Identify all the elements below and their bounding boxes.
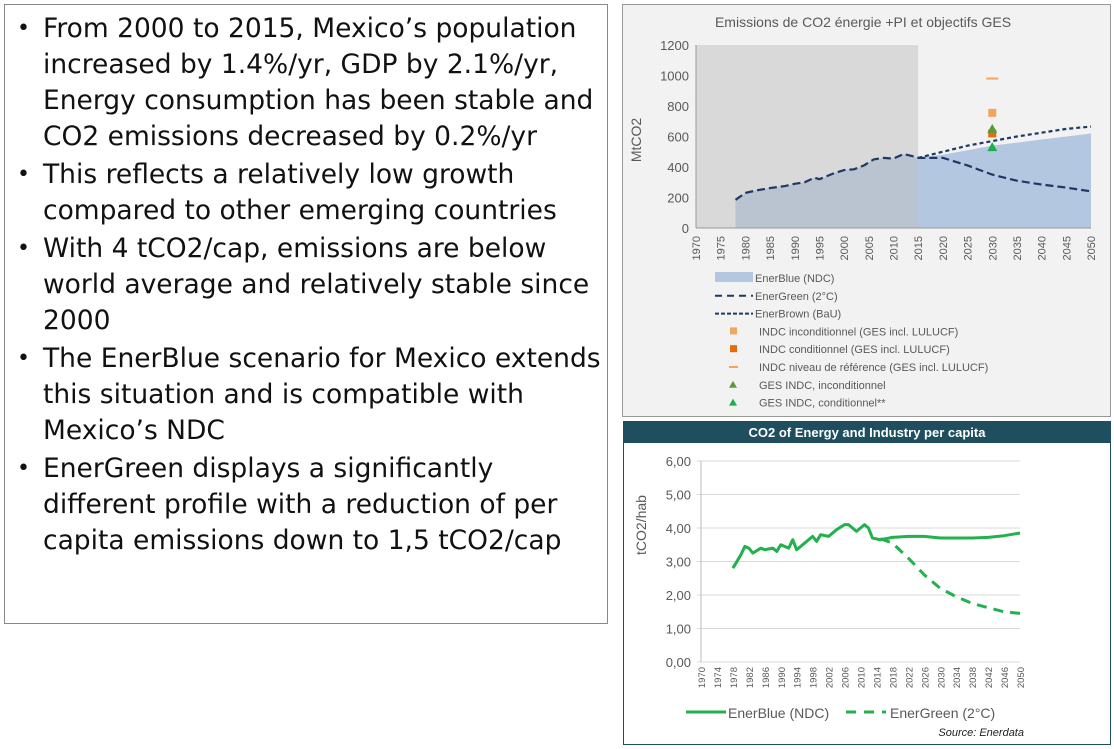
- x-tick-label: 2030: [987, 236, 999, 260]
- x-tick-label: 2005: [864, 236, 876, 260]
- y-tick-label: 0,00: [666, 655, 691, 670]
- indc-point-square: [988, 129, 997, 138]
- x-tick-label: 2014: [872, 667, 883, 688]
- legend-label: EnerBlue (NDC): [728, 705, 829, 721]
- x-tick-label: 2002: [825, 667, 836, 688]
- legend-label: EnerGreen (2°C): [755, 291, 838, 303]
- x-tick-label: 1970: [691, 236, 703, 260]
- x-tick-label: 1994: [793, 667, 804, 688]
- legend-label: EnerGreen (2°C): [890, 705, 995, 721]
- x-tick-label: 2030: [936, 667, 947, 688]
- indc-point-dash: [986, 77, 999, 80]
- ges-point-triangle: [987, 123, 998, 133]
- x-tick-label: 2026: [920, 667, 931, 688]
- y-tick-label: 600: [667, 130, 689, 145]
- y-tick-label: 400: [667, 160, 689, 175]
- legend-marker-square: [730, 327, 737, 335]
- legend-marker-square: [730, 345, 737, 353]
- x-tick-label: 1982: [745, 667, 756, 688]
- x-tick-label: 2046: [1000, 667, 1011, 688]
- per-capita-chart: CO2 of Energy and Industry per capita tC…: [623, 421, 1111, 745]
- x-tick-label: 1990: [790, 236, 802, 260]
- energreen-line: [734, 152, 1092, 201]
- x-tick-label: 2010: [889, 236, 901, 260]
- x-tick-label: 1990: [777, 667, 788, 688]
- bullet-item: This reflects a relatively low growth co…: [13, 157, 607, 229]
- bullet-item: EnerGreen displays a significantly diffe…: [13, 451, 607, 559]
- x-tick-label: 1998: [809, 667, 820, 688]
- x-tick-label: 2022: [904, 667, 915, 688]
- x-tick-label: 2035: [1012, 236, 1024, 260]
- legend-marker-triangle: [729, 380, 737, 388]
- source-note: Source: Enerdata: [938, 727, 1024, 739]
- chart-title: Emissions de CO2 énergie +PI et objectif…: [715, 14, 1011, 30]
- ges-point-triangle: [987, 142, 998, 152]
- x-tick-label: 1970: [697, 667, 708, 688]
- enerbrown-line: [917, 125, 1092, 159]
- y-axis-label: tCO2/hab: [633, 495, 649, 555]
- legend-label: INDC conditionnel (GES incl. LULUCF): [759, 344, 950, 356]
- per-capita-chart-svg: tCO2/hab Source: Enerdata 0,00 1,00 2,00 3,…: [633, 454, 1027, 739]
- enerblue-line: [731, 523, 1021, 569]
- y-tick-label: 1200: [660, 38, 689, 53]
- legend-label: INDC niveau de référence (GES incl. LULU…: [759, 362, 988, 374]
- bullet-text-box: From 2000 to 2015, Mexico’s population i…: [4, 4, 608, 624]
- y-tick-label: 800: [667, 99, 689, 114]
- y-axis-label: MtCO2: [628, 118, 644, 163]
- y-tick-label: 5,00: [666, 488, 691, 503]
- bullet-item: From 2000 to 2015, Mexico’s population i…: [13, 11, 607, 155]
- history-shading: [696, 45, 919, 228]
- legend-label: GES INDC, inconditionnel: [759, 380, 886, 392]
- legend-marker-dash: [729, 366, 738, 368]
- x-tick-label: 2042: [984, 667, 995, 688]
- y-tick-label: 6,00: [666, 454, 691, 469]
- bullet-item: The EnerBlue scenario for Mexico extends…: [13, 341, 607, 449]
- y-tick-label: 0: [682, 221, 689, 236]
- legend-marker-triangle: [729, 398, 737, 406]
- x-tick-label: 2020: [938, 236, 950, 260]
- x-tick-label: 1978: [729, 667, 740, 688]
- x-tick-label: 1975: [716, 236, 728, 260]
- x-tick-label: 2025: [963, 236, 975, 260]
- x-tick-label: 2050: [1086, 236, 1098, 260]
- x-tick-label: 2015: [913, 236, 925, 260]
- x-tick-label: 2006: [841, 667, 852, 688]
- x-tick-label: 1974: [713, 667, 724, 688]
- y-tick-label: 1,00: [666, 622, 691, 637]
- x-tick-label: 2034: [952, 667, 963, 688]
- chart-title: CO2 of Energy and Industry per capita: [624, 422, 1110, 443]
- x-tick-label: 2010: [857, 667, 868, 688]
- x-tick-label: 1995: [814, 236, 826, 260]
- x-tick-label: 2038: [968, 667, 979, 688]
- x-tick-label: 2040: [1037, 236, 1049, 260]
- legend-label: INDC inconditionnel (GES incl. LULUCF): [759, 326, 958, 338]
- y-tick-label: 3,00: [666, 555, 691, 570]
- indc-point-square: [988, 108, 997, 117]
- energreen-line: [879, 537, 1021, 615]
- x-tick-label: 1986: [761, 667, 772, 688]
- x-tick-label: 2045: [1061, 236, 1073, 260]
- legend-label: EnerBlue (NDC): [755, 273, 834, 285]
- x-tick-label: 2000: [839, 236, 851, 260]
- legend-label: GES INDC, conditionnel**: [759, 398, 886, 410]
- x-tick-label: 2050: [1016, 667, 1027, 688]
- y-tick-label: 1000: [660, 69, 689, 84]
- y-tick-label: 2,00: [666, 588, 691, 603]
- y-tick-label: 4,00: [666, 521, 691, 536]
- x-tick-label: 1985: [765, 236, 777, 260]
- legend-label: EnerBrown (BaU): [755, 309, 841, 321]
- x-tick-label: 1980: [740, 236, 752, 260]
- y-tick-label: 200: [667, 191, 689, 206]
- emissions-chart: Emissions de CO2 énergie +PI et objectif…: [622, 4, 1111, 417]
- emissions-chart-svg: Emissions de CO2 énergie +PI et objectif…: [628, 14, 1098, 410]
- legend-swatch-area: [715, 272, 753, 282]
- x-tick-label: 2018: [888, 667, 899, 688]
- bullet-item: With 4 tCO2/cap, emissions are below wor…: [13, 231, 607, 339]
